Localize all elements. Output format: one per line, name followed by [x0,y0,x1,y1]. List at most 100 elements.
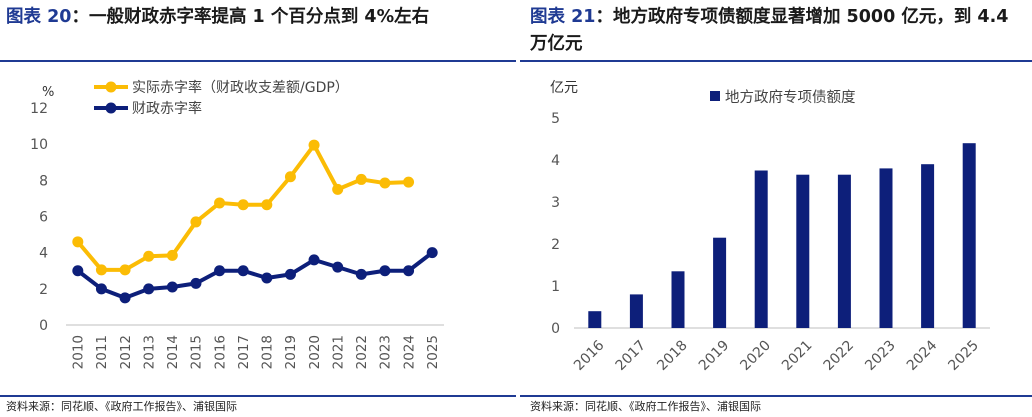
x-tick-label: 2015 [189,335,205,369]
x-tick-label: 2016 [571,337,608,374]
special-bond-bar-chart: 0 1 2 3 4 5 亿元 2016 2017 2018 2019 2020 2021 2022 2023… [550,80,990,374]
x-tick-label: 2025 [945,337,982,374]
data-point [308,254,320,266]
bar [629,294,643,328]
data-point [143,250,155,262]
x-tick-label: 2017 [613,337,650,374]
x-tick-label: 2024 [904,337,941,374]
y-tick-label: 4 [39,246,48,262]
data-point [261,272,273,284]
figure-20-caption: ：一般财政赤字率提高 1 个百分点到 4%左右 [71,7,430,27]
figure-21-caption: ：地方政府专项债额度显著增加 5000 亿元，到 4.4 万亿元 [530,7,1009,54]
source-divider [520,395,1032,397]
bar [921,164,935,328]
data-point [214,197,226,209]
legend-swatch-marker [105,102,117,114]
data-point [284,171,296,183]
x-tick-label: 2022 [821,337,858,374]
data-point [379,177,391,189]
title-divider [520,60,1032,62]
data-point [143,283,155,295]
bar [879,168,893,328]
y-tick-label: 1 [551,279,560,295]
data-point [355,268,367,280]
x-tick-label: 2018 [260,335,276,369]
bar [796,174,810,328]
y-tick-label: 5 [551,111,560,127]
x-tick-label: 2021 [779,337,816,374]
bar [588,311,602,328]
left-figure-panel: 图表 20：一般财政赤字率提高 1 个百分点到 4%左右 0 2 4 6 8 10 12% 2… [0,4,516,413]
source-divider [0,395,516,397]
right-figure-panel: 图表 21：地方政府专项债额度显著增加 5000 亿元，到 4.4 万亿元 0 1… [520,0,1032,417]
y-tick-label: 3 [551,195,560,211]
x-tick-label: 2017 [236,335,252,369]
data-point [95,264,107,276]
x-tick-label: 2023 [378,335,394,369]
data-point [332,261,344,273]
x-tick-label: 2012 [118,335,134,369]
y-tick-label: 4 [551,153,560,169]
figure-20-source: 资料来源：同花顺、《政府工作报告》、浦银国际 [6,400,237,413]
data-point [119,292,131,304]
x-tick-label: 2025 [425,335,441,369]
data-point [308,139,320,151]
figure-21-number: 图表 21 [530,7,596,27]
data-point [72,236,84,248]
x-tick-label: 2024 [401,335,417,369]
data-point [332,183,344,195]
bar [754,170,768,328]
y-tick-label: 0 [39,318,48,334]
data-point [426,247,438,259]
figure-21-source: 资料来源：同花顺、《政府工作报告》、浦银国际 [530,400,761,413]
data-point [190,216,202,228]
series-line-fiscal-deficit [76,251,434,300]
x-tick-label: 2013 [141,335,157,369]
x-tick-label: 2016 [212,335,228,369]
data-point [403,176,415,188]
data-point [261,199,273,211]
x-tick-label: 2021 [330,335,346,369]
data-point [95,283,107,295]
data-point [190,277,202,289]
data-point [166,249,178,261]
x-tick-label: 2010 [71,335,87,369]
y-tick-label: 2 [39,282,48,298]
data-point [214,265,226,277]
figure-20-number: 图表 20 [6,7,72,27]
legend-label: 财政赤字率 [132,100,202,117]
x-tick-label: 2022 [354,335,370,369]
legend-label: 地方政府专项债额度 [725,89,856,106]
y-tick-label: 8 [39,173,48,189]
y-unit-label: % [42,85,54,100]
data-point [379,265,391,277]
x-tick-label: 2020 [307,335,323,369]
data-point [355,173,367,185]
data-point [237,199,249,211]
data-point [284,268,296,280]
x-tick-label: 2018 [654,337,691,374]
y-tick-label: 0 [551,321,560,337]
x-tick-label: 2019 [283,335,299,369]
title-divider [0,60,516,62]
figure-20-title: 图表 20：一般财政赤字率提高 1 个百分点到 4%左右 [6,4,496,31]
x-tick-label: 2019 [696,337,733,374]
bar [671,271,685,328]
x-tick-label: 2020 [737,337,774,374]
y-tick-label: 12 [30,101,48,117]
y-unit-label: 亿元 [550,80,578,96]
data-point [237,265,249,277]
data-point [403,265,415,277]
data-point [119,264,131,276]
data-point [166,281,178,293]
bar [962,143,976,328]
x-tick-label: 2014 [165,335,181,369]
deficit-ratio-line-chart: 0 2 4 6 8 10 12% 2010 2011 2012 2013 2014 2015 2016 20… [30,79,444,369]
x-tick-label: 2023 [862,337,899,374]
figure-21-title: 图表 21：地方政府专项债额度显著增加 5000 亿元，到 4.4 万亿元 [530,4,1020,58]
y-tick-label: 10 [30,137,48,153]
bar [837,174,851,328]
legend-swatch-marker [105,81,117,93]
y-tick-label: 6 [39,210,48,226]
x-tick-label: 2011 [94,335,110,369]
